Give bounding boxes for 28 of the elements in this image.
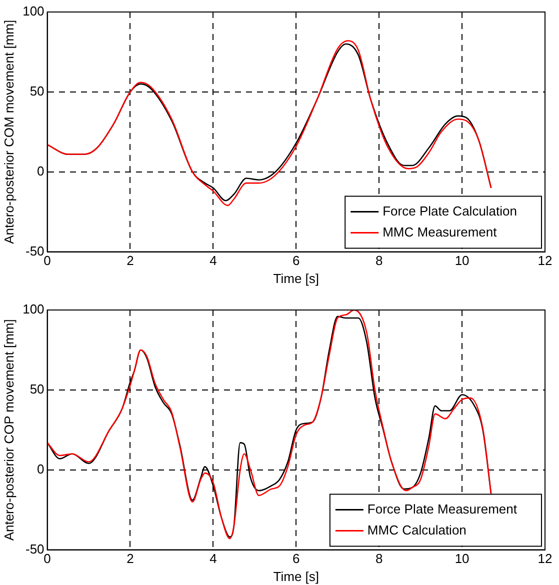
x-tick-label: 10 [454,551,470,566]
x-axis-title: Time [s] [273,568,320,584]
x-tick-label: 12 [538,253,552,268]
y-tick-label: 50 [30,84,44,99]
y-tick-label: 50 [30,382,44,397]
x-tick-label: 6 [292,253,300,268]
x-tick-label: 8 [375,551,383,566]
legend-label: MMC Measurement [382,224,498,240]
legend-label: Force Plate Calculation [382,203,518,218]
y-axis-title: Antero-posterior COP movement [mm] [1,319,16,541]
x-tick-label: 6 [292,551,300,566]
legend-label: Force Plate Measurement [367,501,518,516]
y-tick-label: -50 [25,243,44,258]
x-tick-label: 4 [210,253,217,268]
y-tick-label: 0 [37,461,44,476]
y-axis-title: Antero-posterior COM movement [mm] [1,20,16,244]
x-tick-label: 2 [126,253,134,268]
x-tick-label: 10 [454,253,470,268]
x-axis-title: Time [s] [273,270,320,286]
x-tick-label: 4 [210,551,217,566]
y-tick-label: 100 [22,4,44,19]
x-tick-label: 8 [375,253,383,268]
x-tick-label: 12 [538,551,552,566]
legend-label: MMC Calculation [367,522,466,538]
y-tick-label: 100 [22,302,44,317]
y-tick-label: 0 [37,163,44,178]
y-tick-label: -50 [25,541,44,556]
x-tick-label: 2 [126,551,134,566]
